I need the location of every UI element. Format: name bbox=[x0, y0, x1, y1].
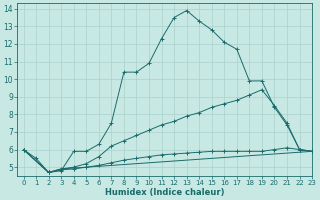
X-axis label: Humidex (Indice chaleur): Humidex (Indice chaleur) bbox=[105, 188, 224, 197]
